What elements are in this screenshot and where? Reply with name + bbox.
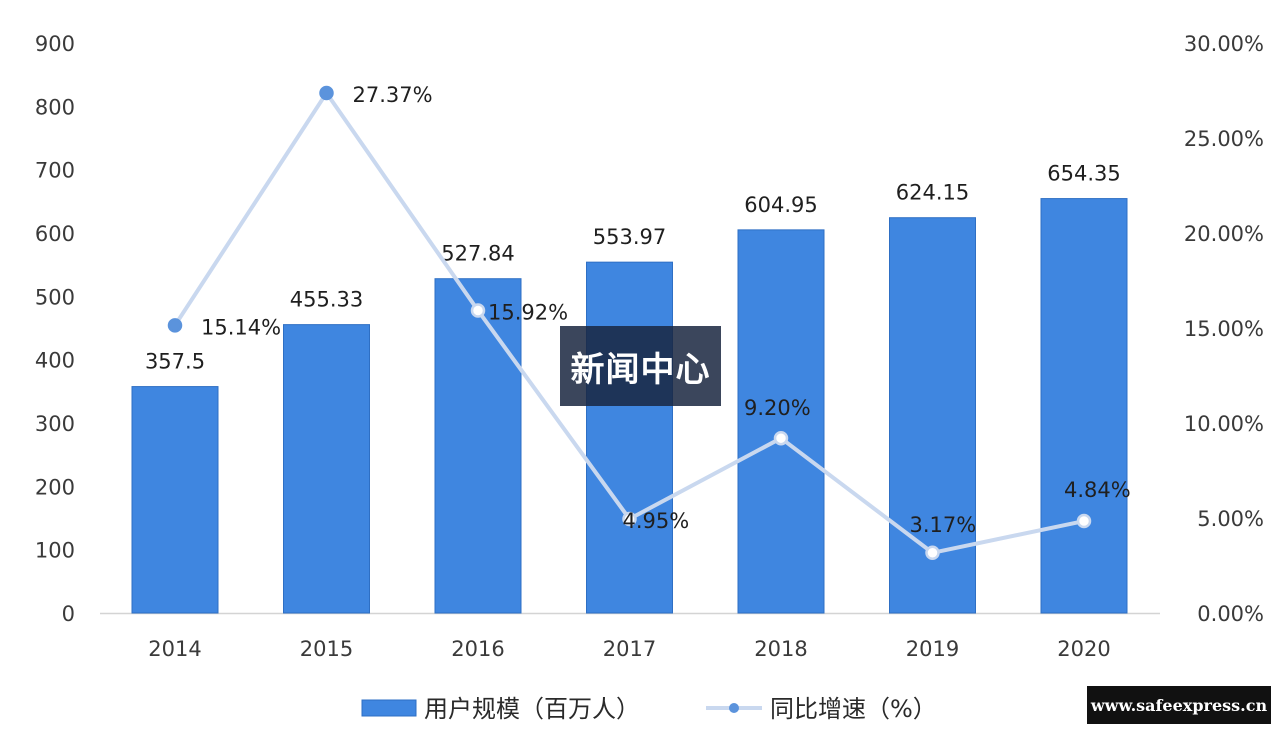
left-y-tick-label: 900 [35,32,75,56]
bar [283,324,370,614]
legend-line-marker [729,703,739,713]
growth-value-label: 3.17% [910,513,977,537]
bar [737,229,825,614]
right-y-tick-label: 5.00% [1197,507,1264,531]
bar-value-label: 357.5 [145,350,205,374]
left-y-axis: 0 100 200 300 400 500 600 700 800 900 [35,32,75,626]
overlay-caption: 新闻中心 [570,349,711,390]
growth-value-label: 4.84% [1064,478,1131,502]
growth-value-label: 4.95% [623,509,690,533]
growth-point [925,545,940,561]
bar-value-labels: 357.5 455.33 527.84 553.97 604.95 624.15 654.3… [145,162,1121,374]
legend-bar-label: 用户规模（百万人） [424,695,640,723]
growth-point [167,318,183,333]
right-y-tick-label: 25.00% [1184,127,1264,151]
right-y-tick-label: 15.00% [1184,317,1264,341]
x-tick-label: 2018 [754,637,807,661]
bar [586,261,673,614]
growth-value-label: 15.14% [201,315,281,339]
x-tick-label: 2015 [300,637,353,661]
x-tick-label: 2016 [451,637,504,661]
bar-value-label: 604.95 [744,193,817,217]
legend-bar-swatch [361,699,417,717]
left-y-tick-label: 300 [35,412,75,436]
bar-series [131,198,1128,614]
bar-value-label: 654.35 [1047,162,1120,186]
bar [1040,198,1128,614]
line-value-labels: 15.14% 27.37% 15.92% 4.95% 9.20% 3.17% 4.84% [201,83,1131,537]
bar-value-label: 553.97 [593,225,666,249]
left-y-tick-label: 600 [35,222,75,246]
growth-point [470,303,486,318]
left-y-tick-label: 700 [35,159,75,183]
x-axis-ticks: 2014 2015 2016 2017 2018 2019 2020 [148,637,1110,661]
bar [131,386,219,614]
bar-value-label: 455.33 [290,288,363,312]
legend-line-label: 同比增速（%） [770,695,937,723]
x-tick-label: 2014 [148,637,201,661]
growth-value-label: 27.37% [353,83,433,107]
x-tick-label: 2019 [906,637,959,661]
right-y-tick-label: 20.00% [1184,222,1264,246]
left-y-tick-label: 200 [35,475,75,499]
left-y-tick-label: 800 [35,95,75,119]
left-y-tick-label: 500 [35,285,75,309]
bar-value-label: 527.84 [441,242,514,266]
site-badge: www.safeexpress.cn [1087,686,1271,724]
growth-value-label: 9.20% [744,396,811,420]
right-y-tick-label: 10.00% [1184,412,1264,436]
growth-point [622,511,637,527]
left-y-tick-label: 100 [35,539,75,563]
bar-value-label: 624.15 [896,181,969,205]
growth-point [319,85,334,101]
growth-value-label: 15.92% [488,301,568,325]
growth-point [1076,513,1092,529]
right-y-axis: 0.00% 5.00% 10.00% 15.00% 20.00% 25.00% 30.00% [1184,32,1264,626]
left-y-tick-label: 400 [35,349,75,373]
x-tick-label: 2017 [603,637,656,661]
site-badge-text: www.safeexpress.cn [1090,695,1268,715]
right-y-tick-label: 0.00% [1197,602,1264,626]
overlay-caption-box: 新闻中心 [560,326,721,406]
left-y-tick-label: 0 [62,602,75,626]
legend: 用户规模（百万人） 同比增速（%） [361,695,937,723]
growth-point [773,430,789,446]
right-y-tick-label: 30.00% [1184,32,1264,56]
line-series [167,85,1092,561]
bar [434,278,522,614]
x-tick-label: 2020 [1057,637,1110,661]
